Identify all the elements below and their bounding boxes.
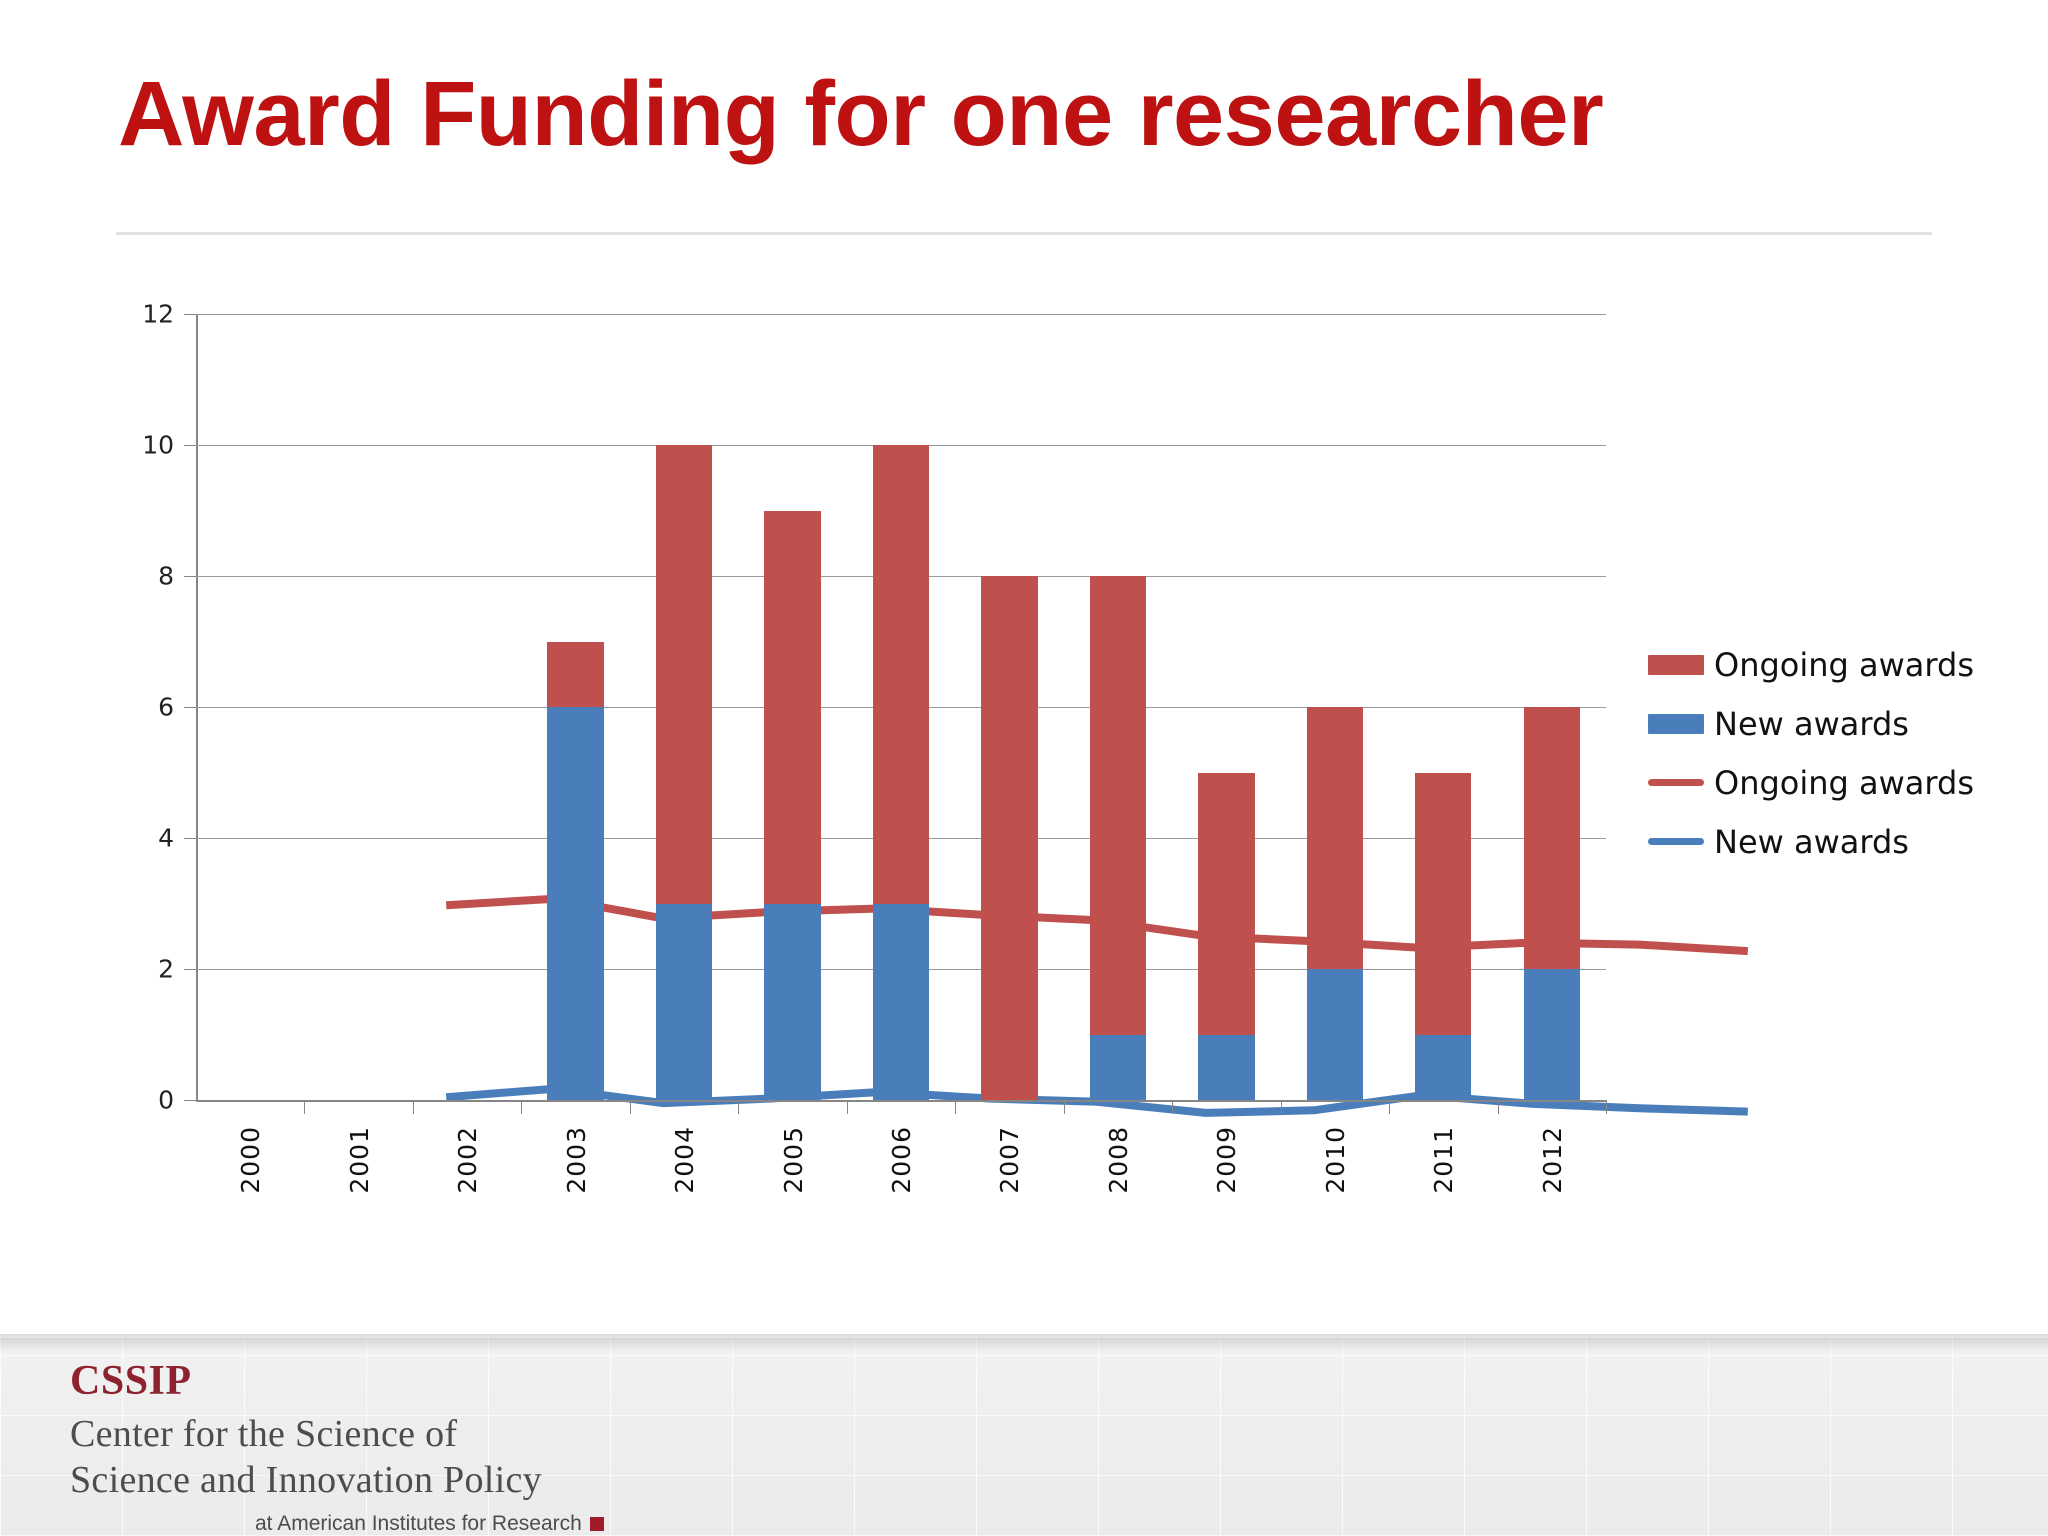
- bar-segment-new-awards-2008: [1089, 1034, 1147, 1100]
- y-tick-8: [184, 576, 196, 577]
- x-tick: [955, 1100, 957, 1114]
- y-axis-label: 0: [158, 1085, 174, 1115]
- bar-2008: [1089, 314, 1147, 1100]
- gridline-y-0: [196, 1100, 1606, 1102]
- bar-segment-new-awards-2012: [1523, 969, 1580, 1100]
- bar-segment-new-awards-2011: [1415, 1034, 1472, 1100]
- bar-segment-ongoing-awards-2009: [1198, 772, 1255, 1035]
- bar-segment-new-awards-2010: [1306, 969, 1364, 1100]
- air-square-icon: [589, 1516, 604, 1531]
- x-tick: [846, 1100, 848, 1114]
- title-divider: [116, 232, 1932, 235]
- legend-label: New awards: [1714, 822, 1909, 861]
- chart-legend: Ongoing awards New awards Ongoing awards Ne…: [1648, 635, 2018, 871]
- footer-top-edge: [0, 1334, 2048, 1338]
- bar-segment-new-awards-2003: [547, 707, 604, 1100]
- cssip-logo: CSSIP Center for the Science of Science …: [70, 1360, 604, 1536]
- y-axis-label: 4: [158, 823, 174, 853]
- x-tick: [738, 1100, 740, 1114]
- bar-segment-new-awards-2009: [1198, 1034, 1255, 1100]
- x-tick: [521, 1100, 523, 1114]
- x-tick: [629, 1100, 631, 1114]
- bar-segment-ongoing-awards-2004: [655, 445, 713, 904]
- y-axis-label: 2: [158, 954, 174, 984]
- y-axis-label: 8: [158, 561, 174, 591]
- air-affiliation-text: at American Institutes for Research: [255, 1511, 582, 1535]
- bar-segment-ongoing-awards-2006: [872, 445, 930, 904]
- bar-segment-new-awards-2004: [655, 903, 713, 1100]
- bar-2011: [1415, 314, 1472, 1100]
- x-axis-label-2000: 2000: [236, 1126, 266, 1194]
- y-tick-4: [184, 838, 196, 839]
- x-tick: [1606, 1100, 1607, 1114]
- legend-label: New awards: [1714, 704, 1909, 743]
- footer-shadow: [0, 1338, 2048, 1352]
- bar-segment-ongoing-awards-2003: [547, 641, 604, 707]
- plot-area: 0 2 4 6 8 10 12 2000 2001 2002 2003 2004 2005 2006 200…: [142, 300, 1749, 1194]
- y-tick-0: [184, 1100, 196, 1101]
- bar-segment-new-awards-2006: [872, 903, 930, 1100]
- bar-segment-ongoing-awards-2011: [1415, 772, 1472, 1035]
- x-tick: [1063, 1100, 1065, 1114]
- legend-label: Ongoing awards: [1714, 763, 1974, 802]
- bar-2007: [981, 314, 1038, 1100]
- x-tick: [304, 1100, 306, 1114]
- y-tick-10: [184, 445, 196, 446]
- bar-2003: [547, 314, 604, 1100]
- legend-item-3[interactable]: New awards: [1648, 812, 2018, 871]
- x-axis-label-2012: 2012: [1537, 1126, 1567, 1194]
- bar-segment-ongoing-awards-2007: [981, 576, 1038, 1100]
- y-tick-6: [184, 707, 196, 708]
- x-axis-label-2009: 2009: [1212, 1126, 1242, 1194]
- legend-swatch-icon: [1648, 654, 1704, 675]
- bar-segment-ongoing-awards-2010: [1306, 707, 1364, 969]
- x-axis-label-2007: 2007: [995, 1126, 1025, 1194]
- y-tick-2: [184, 969, 196, 970]
- chart: 0 2 4 6 8 10 12 2000 2001 2002 2003 2004 2005 2006 200…: [0, 250, 2048, 1250]
- slide-footer: CSSIP Center for the Science of Science …: [0, 1334, 2048, 1536]
- x-axis-label-2002: 2002: [453, 1126, 483, 1194]
- x-axis-label-2010: 2010: [1320, 1126, 1350, 1194]
- x-tick: [412, 1100, 414, 1114]
- y-tick-12: [184, 314, 196, 315]
- x-axis-label-2001: 2001: [344, 1126, 374, 1194]
- x-axis-label-2004: 2004: [670, 1126, 700, 1194]
- bar-segment-ongoing-awards-2012: [1523, 707, 1580, 969]
- cssip-acronym: CSSIP: [70, 1358, 192, 1404]
- bar-segment-ongoing-awards-2008: [1089, 576, 1147, 1035]
- bar-2004: [655, 314, 713, 1100]
- x-tick: [1280, 1100, 1282, 1114]
- bar-2005: [764, 314, 821, 1100]
- x-axis-label-2008: 2008: [1103, 1126, 1133, 1194]
- bar-2009: [1198, 314, 1255, 1100]
- y-axis-label: 10: [142, 430, 174, 460]
- x-axis-label-2011: 2011: [1429, 1126, 1459, 1194]
- x-axis-label-2003: 2003: [561, 1126, 591, 1194]
- bar-2012: [1523, 314, 1580, 1100]
- air-affiliation: at American Institutes for Research: [255, 1512, 604, 1536]
- legend-swatch-icon: [1648, 713, 1704, 734]
- x-tick: [1497, 1100, 1499, 1114]
- legend-item-1[interactable]: New awards: [1648, 694, 2018, 753]
- cssip-line-2: Science and Innovation Policy: [70, 1459, 542, 1502]
- bar-2010: [1306, 314, 1364, 1100]
- legend-label: Ongoing awards: [1714, 645, 1974, 684]
- bar-2006: [872, 314, 930, 1100]
- legend-item-2[interactable]: Ongoing awards: [1648, 753, 2018, 812]
- page-title: Award Funding for one researcher: [118, 63, 1604, 165]
- x-tick: [1389, 1100, 1391, 1114]
- cssip-line-1: Center for the Science of: [70, 1413, 458, 1455]
- x-tick: [1172, 1100, 1174, 1114]
- legend-line-icon: [1648, 779, 1704, 786]
- y-axis-label: 6: [158, 692, 174, 722]
- bar-segment-ongoing-awards-2005: [764, 510, 821, 904]
- legend-line-icon: [1648, 838, 1704, 845]
- gridline-y-12: [196, 314, 1606, 315]
- bar-segment-new-awards-2005: [764, 903, 821, 1100]
- y-axis-label: 12: [142, 299, 174, 329]
- x-axis-label-2005: 2005: [778, 1126, 808, 1194]
- x-axis-label-2006: 2006: [887, 1126, 916, 1194]
- legend-item-0[interactable]: Ongoing awards: [1648, 635, 2018, 694]
